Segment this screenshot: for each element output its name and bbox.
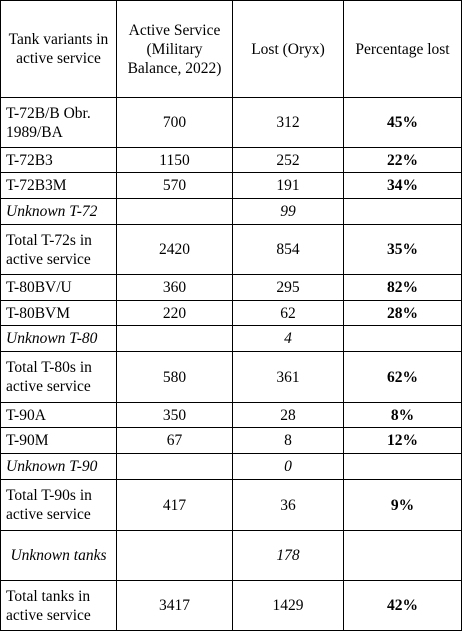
- table-cell: T-90A: [0, 402, 117, 428]
- header-cell: Active Service (Military Balance, 2022): [116, 0, 233, 98]
- table-cell: 0: [232, 453, 344, 480]
- table-cell: [116, 198, 233, 225]
- header-cell: Tank variants in active service: [0, 0, 117, 98]
- table-row: Total tanks in active service 3417 1429 42%: [0, 580, 462, 631]
- table-cell: 361: [232, 351, 344, 403]
- table-cell: 295: [232, 274, 344, 301]
- table-cell: T-72B/B Obr. 1989/BA: [0, 97, 117, 148]
- table-cell: 570: [116, 172, 233, 199]
- table-cell: 252: [232, 147, 344, 173]
- table-cell: 417: [116, 479, 233, 531]
- table-cell: Unknown T-90: [0, 453, 117, 480]
- table-cell: 42%: [343, 580, 462, 631]
- table-cell: 4: [232, 325, 344, 352]
- table-cell: 67: [116, 427, 233, 454]
- table-cell: 45%: [343, 97, 462, 148]
- table-cell: T-90M: [0, 427, 117, 454]
- table-row: Total T-72s in active service 2420 854 35%: [0, 224, 462, 275]
- table-cell: Total tanks in active service: [0, 580, 117, 631]
- table-row: Unknown T-90 0: [0, 453, 462, 480]
- table-cell: 9%: [343, 479, 462, 531]
- table-row: Unknown tanks 178: [0, 530, 462, 581]
- table-row: Unknown T-72 99: [0, 198, 462, 225]
- table-row: T-72B/B Obr. 1989/BA 700 312 45%: [0, 97, 462, 148]
- header-cell: Percentage lost: [343, 0, 462, 98]
- table-cell: 35%: [343, 224, 462, 275]
- table-cell: [343, 530, 462, 581]
- table-cell: 22%: [343, 147, 462, 173]
- table-cell: T-80BVM: [0, 300, 117, 326]
- table-row: Total T-80s in active service 580 361 62%: [0, 351, 462, 403]
- table-cell: T-72B3M: [0, 172, 117, 199]
- table-row: Unknown T-80 4: [0, 325, 462, 352]
- table-cell: 191: [232, 172, 344, 199]
- table-row: Total T-90s in active service 417 36 9%: [0, 479, 462, 531]
- table-cell: Unknown T-72: [0, 198, 117, 225]
- table-row: T-80BVM 220 62 28%: [0, 300, 462, 326]
- table-row: T-80BV/U 360 295 82%: [0, 274, 462, 301]
- table-cell: 3417: [116, 580, 233, 631]
- table-body: T-72B/B Obr. 1989/BA 700 312 45% T-72B3 1150 2…: [0, 97, 462, 631]
- table-cell: 36: [232, 479, 344, 531]
- table-cell: [343, 198, 462, 225]
- table-cell: 1150: [116, 147, 233, 173]
- table-cell: 360: [116, 274, 233, 301]
- table-cell: 700: [116, 97, 233, 148]
- table-cell: 220: [116, 300, 233, 326]
- header-row: Tank variants in active service Active Se…: [0, 0, 462, 98]
- table-cell: Total T-90s in active service: [0, 479, 117, 531]
- table-cell: 8%: [343, 402, 462, 428]
- header-cell: Lost (Oryx): [232, 0, 344, 98]
- table-cell: 62%: [343, 351, 462, 403]
- table-cell: 1429: [232, 580, 344, 631]
- table-cell: [116, 530, 233, 581]
- table-cell: [116, 453, 233, 480]
- table-cell: T-80BV/U: [0, 274, 117, 301]
- table-cell: Unknown tanks: [0, 530, 117, 581]
- table-cell: 34%: [343, 172, 462, 199]
- table-cell: Total T-80s in active service: [0, 351, 117, 403]
- table-cell: 312: [232, 97, 344, 148]
- table-cell: Total T-72s in active service: [0, 224, 117, 275]
- table-cell: T-72B3: [0, 147, 117, 173]
- table-cell: 8: [232, 427, 344, 454]
- table-cell: 2420: [116, 224, 233, 275]
- table-cell: 99: [232, 198, 344, 225]
- table-row: T-90M 67 8 12%: [0, 427, 462, 454]
- table-cell: [116, 325, 233, 352]
- table-cell: 178: [232, 530, 344, 581]
- table-cell: 28%: [343, 300, 462, 326]
- table-cell: 350: [116, 402, 233, 428]
- table-cell: 854: [232, 224, 344, 275]
- table-cell: [343, 325, 462, 352]
- table-cell: [343, 453, 462, 480]
- table-row: T-72B3M 570 191 34%: [0, 172, 462, 199]
- table-cell: 82%: [343, 274, 462, 301]
- table-row: T-90A 350 28 8%: [0, 402, 462, 428]
- table-cell: 62: [232, 300, 344, 326]
- table-cell: 12%: [343, 427, 462, 454]
- table-cell: 580: [116, 351, 233, 403]
- table-row: T-72B3 1150 252 22%: [0, 147, 462, 173]
- table-cell: 28: [232, 402, 344, 428]
- table-cell: Unknown T-80: [0, 325, 117, 352]
